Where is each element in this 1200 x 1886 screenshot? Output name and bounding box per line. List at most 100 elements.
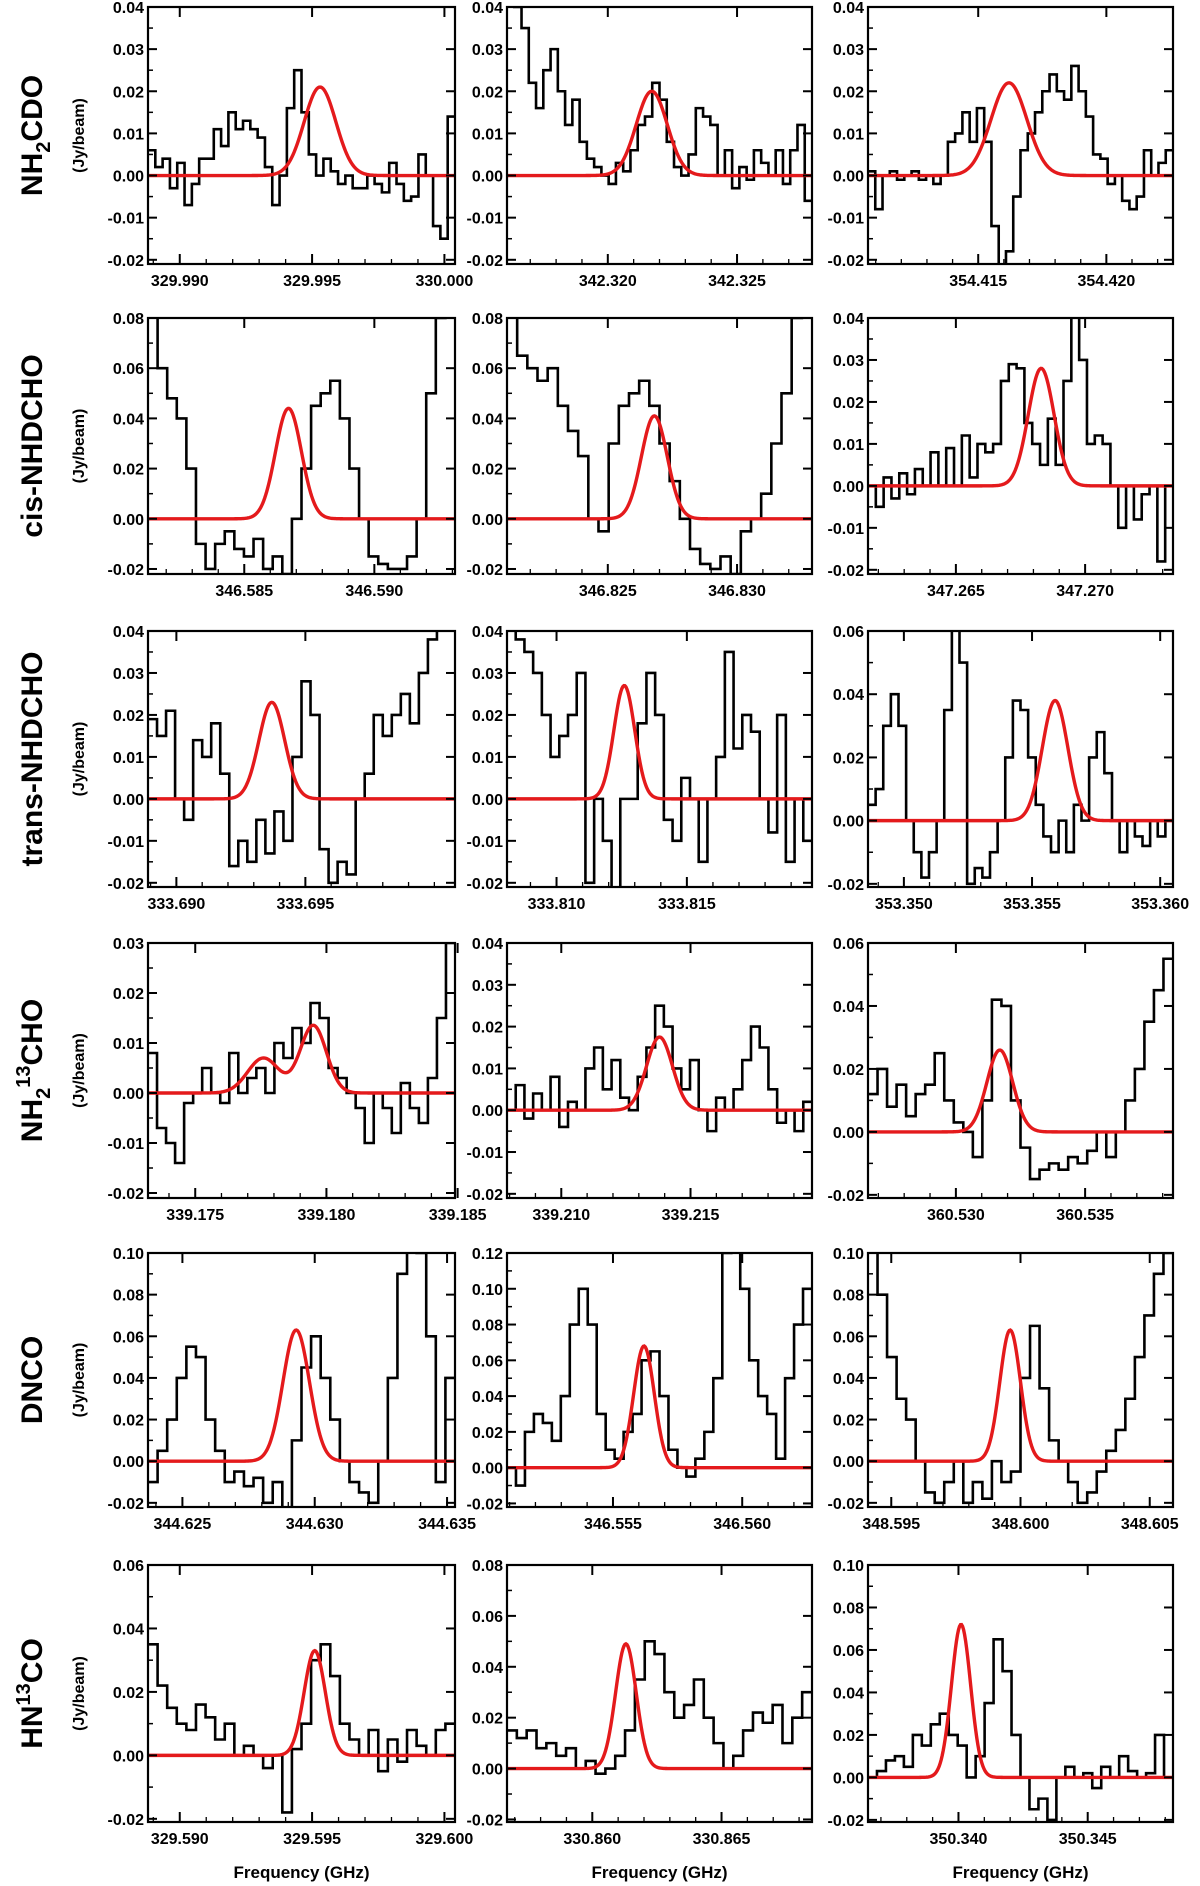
y-tick-label: 0.00 bbox=[472, 792, 503, 809]
y-tick-label: -0.02 bbox=[828, 563, 865, 580]
x-tick-label: 329.990 bbox=[151, 273, 209, 290]
plot-frame bbox=[866, 316, 1175, 576]
x-tick-label: 346.590 bbox=[345, 583, 403, 600]
y-tick-label: 0.01 bbox=[472, 750, 503, 767]
y-tick-label: 0.06 bbox=[833, 1329, 864, 1346]
y-tick-label: 0.00 bbox=[472, 169, 503, 186]
y-tick-label: -0.01 bbox=[828, 211, 865, 228]
x-tick-label: 353.350 bbox=[875, 896, 933, 913]
panel-r3-c2: -0.02 -0.01 0.00 0.01 0.02 0.03 0.04 333.810 333… bbox=[467, 624, 814, 913]
y-tick-label: -0.02 bbox=[828, 1496, 865, 1513]
y-tick-label: 0.00 bbox=[472, 512, 503, 529]
plot-frame bbox=[146, 1251, 457, 1509]
y-tick-label: 0.02 bbox=[113, 462, 144, 479]
y-tick-label: 0.06 bbox=[472, 1609, 503, 1626]
gaussian-fit-line bbox=[507, 414, 812, 521]
spectrum-line bbox=[512, 7, 812, 203]
y-tick-label: -0.02 bbox=[467, 1496, 504, 1513]
spectrum-line bbox=[868, 631, 1173, 886]
row-molecule-label: NH213CHO bbox=[13, 999, 55, 1142]
y-tick-label: 0.03 bbox=[472, 978, 503, 995]
row-molecule-label: trans-NHDCHO bbox=[16, 651, 49, 866]
x-tick-label: 329.995 bbox=[283, 273, 341, 290]
y-tick-label: -0.01 bbox=[467, 211, 504, 228]
panel-r6-c3: -0.02 0.00 0.02 0.04 0.06 0.08 0.10 350.340 350.… bbox=[828, 1558, 1175, 1882]
y-tick-label: -0.02 bbox=[108, 1496, 145, 1513]
y-tick-label: 0.03 bbox=[472, 42, 503, 59]
y-tick-label: 0.01 bbox=[472, 1061, 503, 1078]
plot-frame bbox=[866, 941, 1175, 1200]
row-molecule-label: HN13CO bbox=[13, 1638, 49, 1749]
y-tick-label: 0.04 bbox=[113, 1621, 144, 1638]
y-tick-label: 0.10 bbox=[113, 1246, 144, 1263]
panel-r6-c2: -0.02 0.00 0.02 0.04 0.06 0.08 330.860 330.865 F… bbox=[467, 1558, 814, 1882]
row-molecule-label: DNCO bbox=[16, 1336, 49, 1424]
panel-r3-c1: -0.02 -0.01 0.00 0.01 0.02 0.03 0.04 333.690 333… bbox=[108, 624, 457, 913]
plot-frame bbox=[505, 1563, 814, 1824]
y-tick-label: 0.00 bbox=[113, 1748, 144, 1765]
spectrum-line bbox=[868, 1638, 1173, 1822]
y-tick-label: 0.02 bbox=[113, 708, 144, 725]
y-tick-label: 0.01 bbox=[833, 437, 864, 454]
x-tick-label: 339.215 bbox=[662, 1207, 720, 1224]
y-axis-label: (Jy/beam) bbox=[71, 722, 88, 797]
y-tick-label: 0.02 bbox=[113, 986, 144, 1003]
y-tick-label: 0.10 bbox=[833, 1558, 864, 1575]
y-tick-label: 0.00 bbox=[833, 1125, 864, 1142]
y-tick-label: 0.00 bbox=[472, 1103, 503, 1120]
y-tick-label: 0.02 bbox=[113, 84, 144, 101]
gaussian-fit-line bbox=[507, 89, 812, 178]
y-tick-label: 0.03 bbox=[833, 42, 864, 59]
y-tick-label: 0.01 bbox=[113, 126, 144, 143]
spectrum-line bbox=[148, 68, 455, 241]
y-tick-label: 0.06 bbox=[113, 361, 144, 378]
x-tick-label: 330.000 bbox=[415, 273, 473, 290]
y-tick-label: 0.04 bbox=[113, 0, 144, 17]
x-axis-label: Frequency (GHz) bbox=[591, 1863, 727, 1882]
gaussian-fit-line bbox=[507, 1035, 812, 1112]
x-tick-label: 342.320 bbox=[579, 273, 637, 290]
x-tick-label: 344.635 bbox=[418, 1516, 476, 1533]
y-tick-label: 0.03 bbox=[113, 42, 144, 59]
x-tick-label: 330.860 bbox=[563, 1831, 621, 1848]
panel-r5-c3: -0.02 0.00 0.02 0.04 0.06 0.08 0.10 348.595 348.… bbox=[828, 1246, 1179, 1533]
x-tick-label: 344.625 bbox=[153, 1516, 211, 1533]
y-tick-label: 0.12 bbox=[472, 1246, 503, 1263]
panel-r4-c2: -0.02 -0.01 0.00 0.01 0.02 0.03 0.04 339.210 339… bbox=[467, 936, 814, 1224]
y-tick-label: -0.02 bbox=[467, 1812, 504, 1829]
y-tick-label: 0.00 bbox=[113, 512, 144, 529]
y-tick-label: 0.04 bbox=[113, 411, 144, 428]
y-tick-label: 0.02 bbox=[472, 1020, 503, 1037]
y-tick-label: 0.06 bbox=[833, 624, 864, 641]
plot-frame bbox=[146, 5, 457, 266]
y-tick-label: -0.01 bbox=[467, 1145, 504, 1162]
y-tick-label: -0.02 bbox=[828, 253, 865, 270]
y-tick-label: 0.04 bbox=[472, 936, 503, 953]
panel-r4-c3: -0.02 0.00 0.02 0.04 0.06 360.530 360.535 bbox=[828, 936, 1175, 1224]
plot-frame bbox=[866, 5, 1175, 266]
y-tick-label: 0.00 bbox=[472, 1461, 503, 1478]
y-tick-label: 0.01 bbox=[113, 750, 144, 767]
plot-frame bbox=[146, 629, 457, 889]
y-tick-label: 0.00 bbox=[472, 1762, 503, 1779]
y-tick-label: 0.04 bbox=[833, 1685, 864, 1702]
y-tick-label: 0.00 bbox=[113, 792, 144, 809]
y-tick-label: 0.04 bbox=[113, 624, 144, 641]
y-tick-label: 0.06 bbox=[833, 1643, 864, 1660]
panel-r1-c2: -0.02 -0.01 0.00 0.01 0.02 0.03 0.04 342.320 342… bbox=[467, 0, 814, 290]
spectrum-line bbox=[514, 631, 812, 887]
gaussian-fit-line bbox=[148, 1023, 455, 1095]
y-tick-label: -0.01 bbox=[467, 834, 504, 851]
y-tick-label: 0.02 bbox=[472, 708, 503, 725]
spectrum-line bbox=[507, 1004, 812, 1133]
x-axis-label: Frequency (GHz) bbox=[233, 1863, 369, 1882]
spectrum-line bbox=[148, 943, 455, 1165]
x-tick-label: 346.560 bbox=[713, 1516, 771, 1533]
y-axis-label: (Jy/beam) bbox=[71, 98, 88, 173]
y-tick-label: -0.02 bbox=[108, 1812, 145, 1829]
y-tick-label: 0.02 bbox=[472, 462, 503, 479]
y-tick-label: 0.00 bbox=[833, 169, 864, 186]
y-tick-label: 0.04 bbox=[833, 687, 864, 704]
y-tick-label: -0.02 bbox=[828, 1813, 865, 1830]
